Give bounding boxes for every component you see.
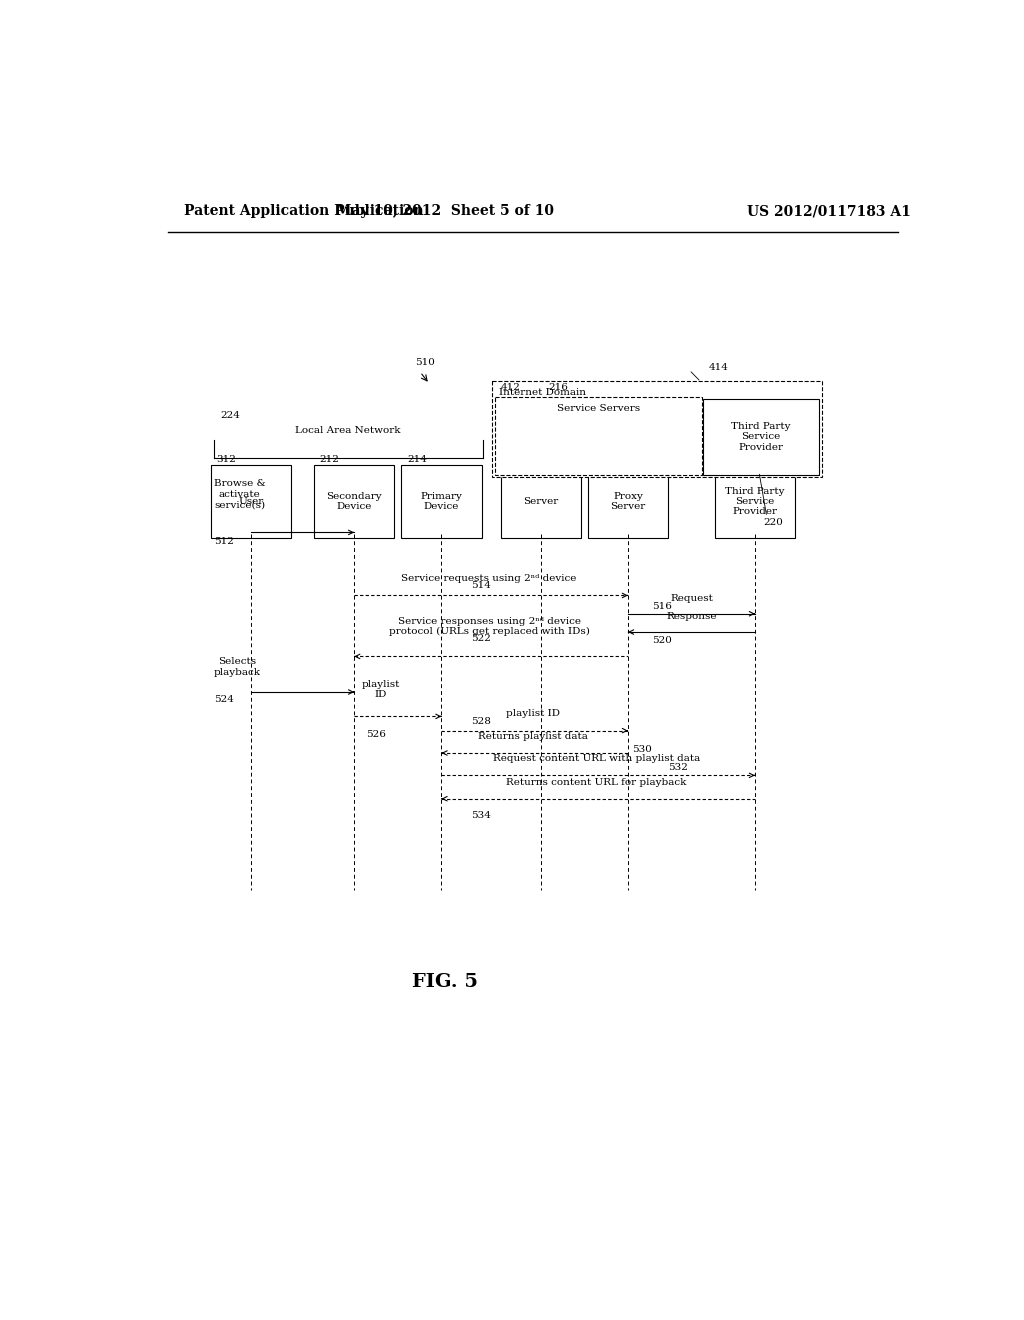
Text: Primary
Device: Primary Device (421, 492, 463, 511)
Text: Third Party
Service
Provider: Third Party Service Provider (731, 422, 791, 451)
Text: Internet Domain: Internet Domain (499, 388, 586, 397)
Text: Request: Request (670, 594, 713, 602)
Text: 220: 220 (763, 517, 782, 527)
Text: playlist
ID: playlist ID (361, 680, 399, 700)
Text: Service Servers: Service Servers (557, 404, 640, 413)
FancyBboxPatch shape (211, 466, 291, 537)
Text: 510: 510 (416, 358, 435, 367)
FancyBboxPatch shape (493, 381, 822, 477)
FancyBboxPatch shape (588, 466, 668, 537)
FancyBboxPatch shape (715, 466, 795, 537)
Text: User: User (239, 496, 263, 506)
Text: Returns playlist data: Returns playlist data (478, 731, 588, 741)
FancyBboxPatch shape (401, 466, 481, 537)
Text: 414: 414 (709, 363, 729, 372)
Text: 412: 412 (501, 383, 521, 392)
Text: Request content URL with playlist data: Request content URL with playlist data (493, 754, 699, 763)
Text: US 2012/0117183 A1: US 2012/0117183 A1 (748, 205, 911, 218)
Text: 224: 224 (220, 411, 240, 420)
Text: Server: Server (523, 496, 558, 506)
Text: 524: 524 (214, 696, 233, 704)
Text: 528: 528 (471, 718, 490, 726)
Text: Local Area Network: Local Area Network (296, 426, 401, 434)
Text: Service responses using 2ⁿᵈ device
protocol (URLs get replaced with IDs): Service responses using 2ⁿᵈ device proto… (389, 616, 590, 636)
Text: 516: 516 (652, 602, 672, 611)
Text: 526: 526 (367, 730, 386, 739)
Text: 534: 534 (471, 810, 490, 820)
Text: Browse &
activate
service(s): Browse & activate service(s) (214, 479, 265, 510)
Text: 512: 512 (214, 536, 233, 545)
Text: FIG. 5: FIG. 5 (413, 973, 478, 991)
Text: playlist ID: playlist ID (506, 709, 560, 718)
Text: 530: 530 (632, 744, 652, 754)
Text: 216: 216 (549, 383, 568, 392)
FancyBboxPatch shape (501, 466, 581, 537)
Text: Selects
playback: Selects playback (214, 657, 261, 677)
Text: 312: 312 (216, 455, 237, 465)
Text: May 10, 2012  Sheet 5 of 10: May 10, 2012 Sheet 5 of 10 (337, 205, 554, 218)
Text: Service requests using 2ⁿᵈ device: Service requests using 2ⁿᵈ device (401, 574, 577, 583)
Text: Patent Application Publication: Patent Application Publication (183, 205, 423, 218)
Text: Secondary
Device: Secondary Device (327, 492, 382, 511)
Text: 522: 522 (471, 634, 490, 643)
Text: 212: 212 (319, 455, 340, 465)
Text: Response: Response (667, 612, 717, 620)
FancyBboxPatch shape (495, 397, 701, 474)
FancyBboxPatch shape (702, 399, 819, 474)
Text: 532: 532 (668, 763, 687, 772)
Text: 520: 520 (652, 636, 672, 645)
FancyBboxPatch shape (314, 466, 394, 537)
Text: 514: 514 (471, 581, 490, 590)
Text: Returns content URL for playback: Returns content URL for playback (506, 777, 686, 787)
Text: Proxy
Server: Proxy Server (610, 492, 645, 511)
Text: 214: 214 (407, 455, 427, 465)
Text: Third Party
Service
Provider: Third Party Service Provider (725, 487, 784, 516)
